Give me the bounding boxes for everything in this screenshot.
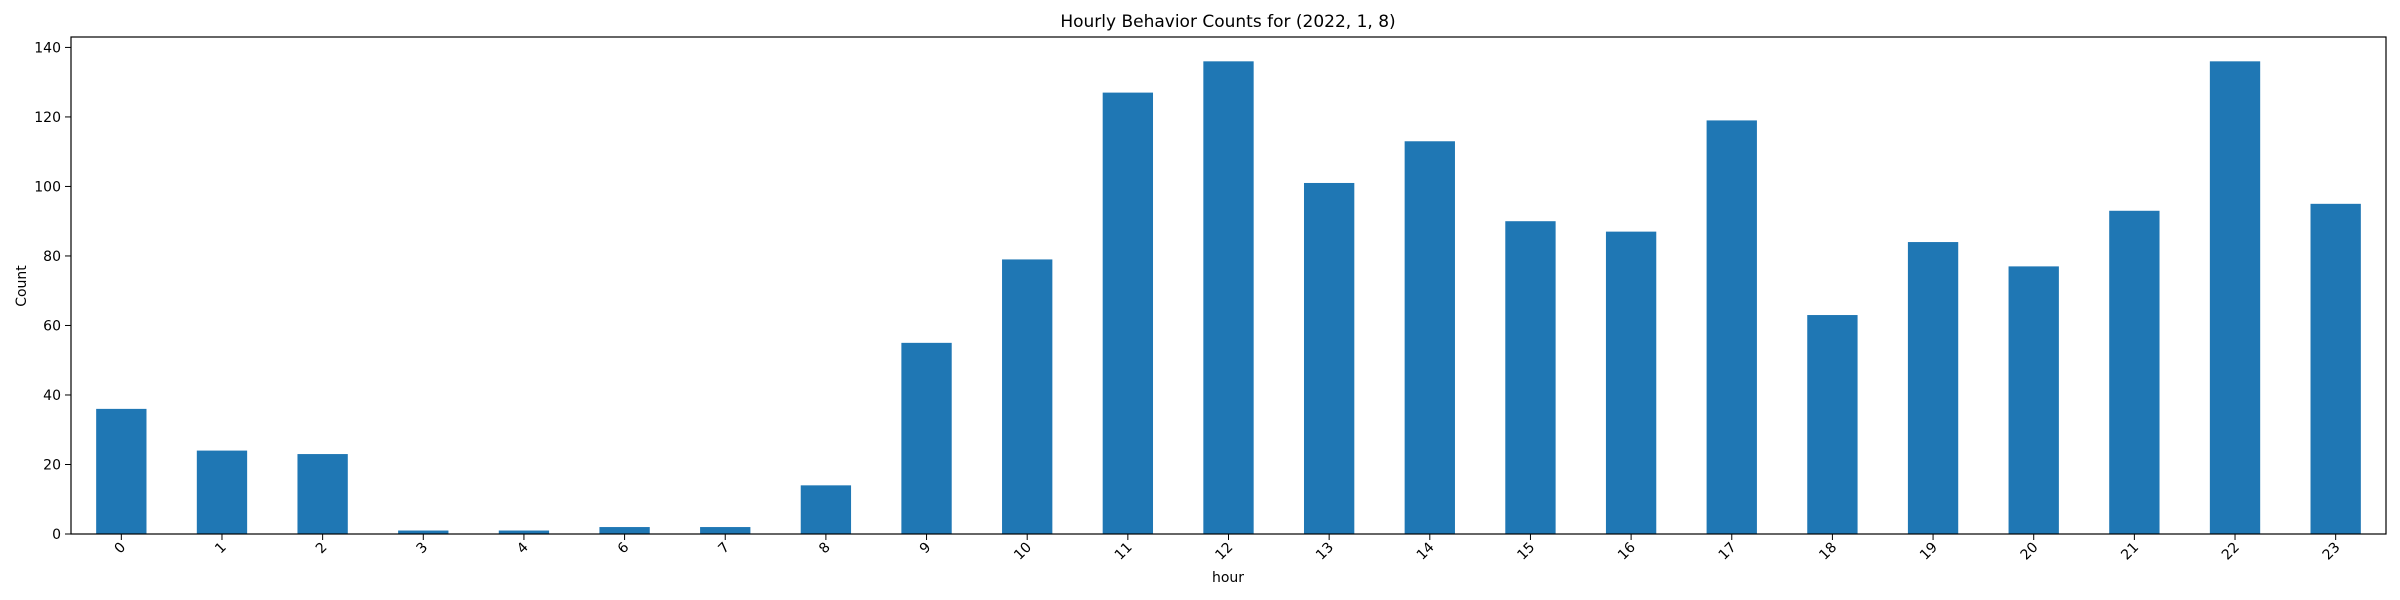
x-tick-label: 15 — [1514, 540, 1538, 564]
bars-group — [96, 61, 2361, 534]
x-tick-label: 11 — [1112, 540, 1136, 564]
y-tick-label: 120 — [34, 110, 61, 126]
bar-hour-15 — [1505, 221, 1556, 534]
y-axis: 0 20 40 60 80 100 120 140 — [34, 40, 71, 543]
y-axis-label: Count — [14, 265, 30, 307]
bar-hour-8 — [800, 485, 852, 534]
bar-hour-3 — [398, 530, 449, 534]
x-tick-label: 14 — [1414, 539, 1438, 563]
bar-hour-11 — [1102, 92, 1154, 534]
x-tick-label: 16 — [1615, 539, 1639, 563]
x-tick-label: 8 — [816, 540, 834, 558]
x-tick-label: 13 — [1313, 540, 1337, 564]
bar-hour-4 — [498, 530, 550, 534]
bar-hour-21 — [2109, 210, 2160, 534]
bar-hour-19 — [1907, 242, 1959, 534]
x-tick-label: 7 — [715, 540, 733, 558]
x-tick-label: 6 — [615, 539, 633, 557]
y-tick-label: 40 — [43, 388, 61, 404]
x-tick-label: 18 — [1816, 540, 1840, 564]
y-tick-label: 0 — [52, 527, 61, 543]
x-tick-label: 10 — [1011, 540, 1035, 564]
bar-hour-6 — [599, 527, 650, 534]
y-tick-label: 60 — [43, 318, 61, 334]
bar-hour-10 — [1002, 259, 1053, 534]
bar-hour-2 — [297, 454, 348, 534]
x-tick-label: 23 — [2320, 540, 2344, 564]
x-tick-label: 3 — [413, 540, 431, 558]
y-tick-label: 100 — [34, 179, 61, 195]
x-tick-label: 20 — [2018, 540, 2042, 564]
bar-hour-20 — [2008, 266, 2059, 534]
bar-hour-12 — [1203, 61, 1254, 534]
bar-hour-18 — [1807, 315, 1858, 534]
x-tick-label: 2 — [313, 540, 331, 558]
x-axis: 0 1 2 3 4 6 7 8 9 10 11 12 13 14 15 16 17 18 19 20 21 22 23 — [112, 534, 2344, 563]
bar-hour-14 — [1404, 141, 1455, 534]
x-axis-label: hour — [1212, 570, 1244, 586]
y-tick-label: 80 — [43, 249, 61, 265]
bar-hour-7 — [700, 527, 751, 534]
y-tick-label: 20 — [43, 457, 61, 473]
chart-title: Hourly Behavior Counts for (2022, 1, 8) — [1060, 12, 1395, 32]
bar-hour-23 — [2310, 203, 2361, 534]
bar-hour-0 — [96, 408, 147, 534]
x-tick-label: 12 — [1212, 540, 1236, 564]
x-tick-label: 22 — [2219, 540, 2243, 564]
bar-hour-9 — [901, 342, 952, 534]
bar-hour-13 — [1303, 182, 1355, 534]
x-tick-label: 19 — [1917, 540, 1941, 564]
bar-hour-1 — [196, 450, 248, 534]
x-tick-label: 21 — [2118, 540, 2142, 564]
x-tick-label: 4 — [514, 539, 532, 557]
bar-hour-16 — [1605, 231, 1657, 534]
plot-frame — [70, 36, 2387, 535]
bar-hour-22 — [2209, 61, 2261, 534]
bar-hour-17 — [1706, 120, 1757, 534]
x-tick-label: 9 — [917, 540, 935, 558]
x-tick-label: 17 — [1716, 540, 1740, 564]
x-tick-label: 0 — [112, 540, 130, 558]
x-tick-label: 1 — [212, 540, 230, 558]
y-tick-label: 140 — [34, 40, 61, 56]
